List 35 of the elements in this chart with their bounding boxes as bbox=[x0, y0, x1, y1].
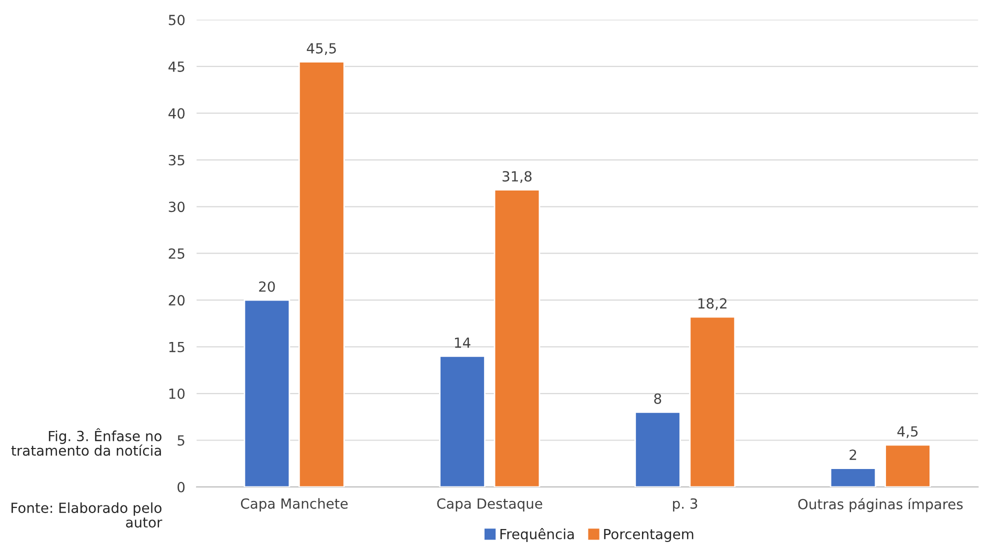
y-tick-label: 25 bbox=[168, 248, 184, 259]
text: 18,2 bbox=[698, 298, 726, 310]
y-tick-label: 10 bbox=[169, 388, 185, 399]
bar bbox=[884, 444, 931, 487]
text: 14 bbox=[454, 338, 470, 348]
x-tick-label: Capa Manchete bbox=[240, 498, 348, 512]
x-tick-label: Outras páginas ímpares bbox=[798, 498, 963, 512]
legend-label: Frequência bbox=[500, 528, 574, 542]
y-tick-label: 5 bbox=[178, 435, 184, 446]
y-tick-label: 20 bbox=[168, 295, 185, 306]
bar bbox=[494, 189, 540, 487]
x-tick-label: Capa Destaque bbox=[437, 498, 542, 512]
y-tick-label: 30 bbox=[168, 202, 185, 212]
text: 8 bbox=[654, 393, 662, 404]
text: 45,5 bbox=[306, 43, 336, 55]
y-tick-label: 40 bbox=[168, 108, 185, 119]
text: 2 bbox=[850, 450, 856, 460]
bar bbox=[298, 61, 345, 487]
y-tick-label: 45 bbox=[168, 62, 184, 72]
text: 20 bbox=[259, 281, 275, 292]
text: Fig. 3. Ênfase no tratamento da notícia bbox=[11, 428, 162, 456]
y-tick-label: 0 bbox=[178, 482, 185, 492]
source-note: Fonte: Elaborado pelo autor bbox=[12, 502, 162, 528]
text: 4,5 bbox=[897, 426, 918, 438]
text: 31,8 bbox=[502, 171, 532, 183]
y-tick-label: 15 bbox=[169, 342, 184, 352]
y-tick-label: 35 bbox=[168, 154, 184, 166]
bar bbox=[244, 299, 290, 487]
y-tick-label: 50 bbox=[168, 14, 185, 26]
x-tick-label: p. 3 bbox=[673, 498, 698, 512]
bar bbox=[634, 412, 681, 487]
legend-label: Porcentagem bbox=[604, 528, 694, 542]
bar bbox=[689, 316, 736, 487]
bar bbox=[439, 355, 486, 487]
bar bbox=[830, 468, 876, 487]
